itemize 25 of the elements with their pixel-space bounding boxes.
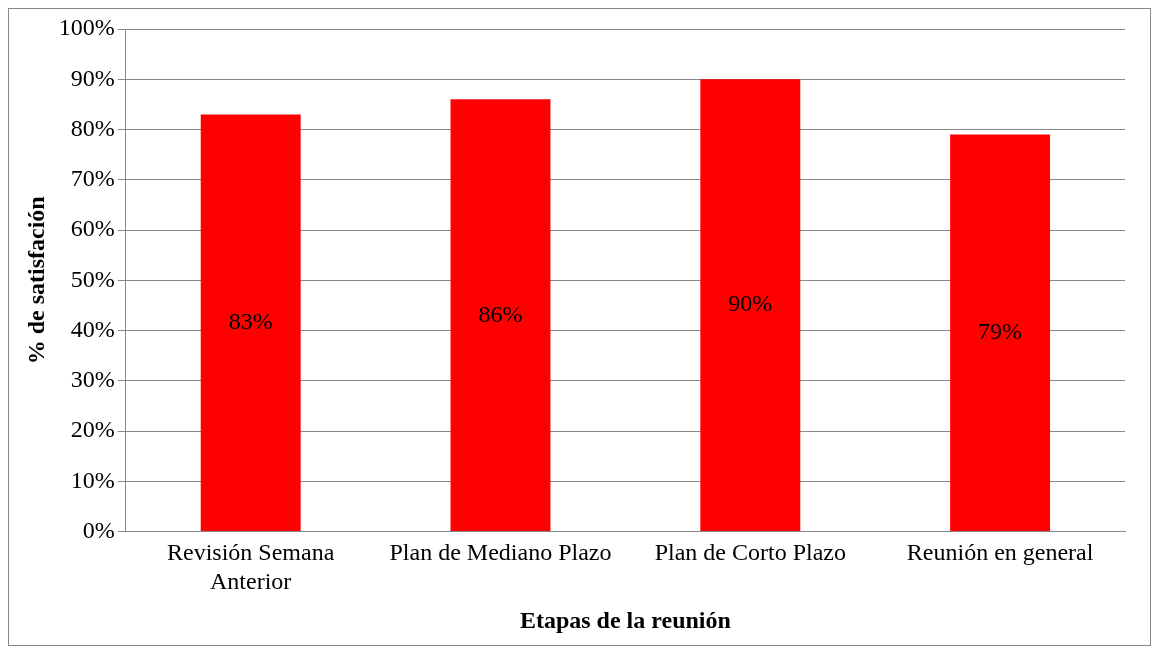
y-tick-label: 10% bbox=[70, 466, 115, 493]
y-tick-label: 50% bbox=[70, 265, 115, 292]
y-tick-label: 60% bbox=[70, 215, 115, 242]
x-tick-label: Plan de Corto Plazo bbox=[654, 539, 846, 566]
bar bbox=[200, 114, 301, 532]
y-tick-label: 30% bbox=[70, 366, 115, 393]
bar bbox=[700, 79, 801, 532]
y-axis-title: % de satisfación bbox=[22, 196, 49, 365]
data-label: 83% bbox=[228, 308, 273, 335]
x-tick-label: Revisión Semana Anterior bbox=[167, 539, 335, 595]
data-label: 79% bbox=[978, 318, 1023, 345]
y-tick-label: 100% bbox=[58, 14, 115, 41]
y-tick-label: 70% bbox=[70, 165, 115, 192]
y-tick-label: 90% bbox=[70, 64, 115, 91]
x-tick-label: Reunión en general bbox=[906, 539, 1094, 566]
bar bbox=[950, 134, 1051, 532]
y-tick-label: 0% bbox=[82, 516, 115, 543]
y-tick-label: 40% bbox=[70, 315, 115, 342]
data-label: 90% bbox=[728, 290, 773, 317]
data-label: 86% bbox=[478, 300, 523, 327]
y-tick-label: 80% bbox=[70, 114, 115, 141]
x-tick-label: Plan de Mediano Plazo bbox=[389, 539, 612, 566]
x-axis-title: Etapas de la reunión bbox=[519, 606, 731, 633]
y-tick-label: 20% bbox=[70, 416, 115, 443]
bar bbox=[450, 99, 551, 532]
